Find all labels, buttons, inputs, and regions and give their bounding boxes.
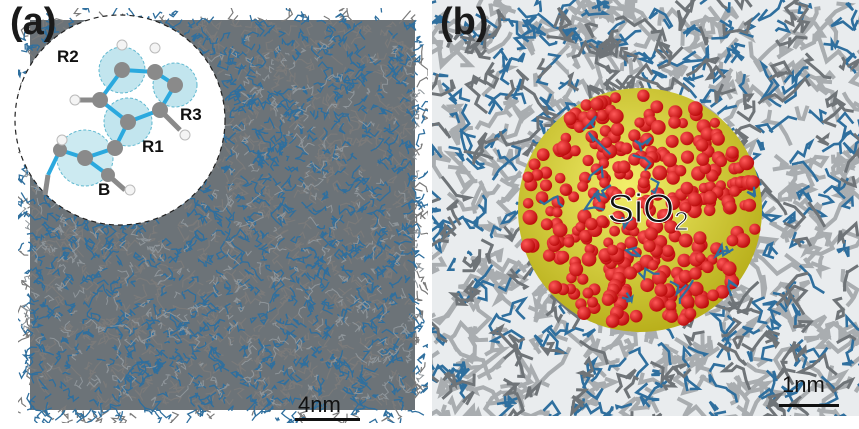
scale-bar-label-a: 4nm: [298, 392, 341, 418]
panel-b-nanoparticle-view: SiO2: [398, 0, 859, 429]
scale-bar-b: [779, 404, 839, 407]
inset-molecule: R2 R3 R1 B: [15, 15, 225, 225]
scale-bar-label-b: 1nm: [782, 372, 825, 398]
inset-label-r1: R1: [142, 137, 164, 156]
inset-label-r3: R3: [180, 105, 202, 124]
inset-label-b: B: [98, 180, 110, 199]
panel-label-a: (a): [10, 3, 56, 41]
scale-bar-a: [295, 418, 360, 421]
inset-label-r2: R2: [57, 47, 79, 66]
panel-label-b: (b): [440, 3, 489, 41]
